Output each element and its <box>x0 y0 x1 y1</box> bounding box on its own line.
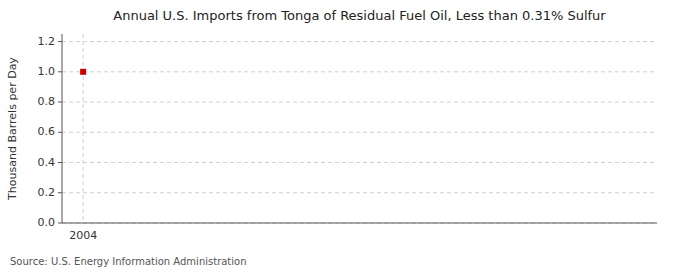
y-grid-line <box>62 223 657 224</box>
y-grid-line <box>62 162 657 163</box>
y-tick <box>58 41 62 42</box>
y-tick-label: 0.0 <box>38 216 56 229</box>
axes: 0.0 0.2 0.4 0.6 0.8 1.0 1.2 2004 <box>38 34 658 242</box>
y-grid-line <box>62 192 657 193</box>
chart-container: 0.0 0.2 0.4 0.6 0.8 1.0 1.2 2004 Annual U.S. Imp… <box>0 0 675 275</box>
data-points <box>80 69 86 75</box>
y-tick <box>58 102 62 103</box>
y-axis-line <box>62 34 63 223</box>
y-tick-label: 1.0 <box>38 65 56 78</box>
data-point <box>80 69 86 75</box>
y-tick <box>58 223 62 224</box>
y-tick <box>58 71 62 72</box>
grid <box>62 34 657 223</box>
y-grid-line <box>62 71 657 72</box>
y-tick-label: 1.2 <box>38 35 56 48</box>
x-axis-line <box>62 223 657 224</box>
source-note: Source: U.S. Energy Information Administ… <box>10 256 247 267</box>
y-tick <box>58 192 62 193</box>
chart: 0.0 0.2 0.4 0.6 0.8 1.0 1.2 2004 Annual U.S. Imp… <box>0 0 675 275</box>
y-grid-line <box>62 132 657 133</box>
y-tick <box>58 162 62 163</box>
y-tick-label: 0.8 <box>38 95 56 108</box>
x-tick-label: 2004 <box>69 229 97 242</box>
title: Annual U.S. Imports from Tonga of Residu… <box>113 8 606 23</box>
y-tick <box>58 132 62 133</box>
y-axis-label: Thousand Barrels per Day <box>6 57 19 201</box>
y-tick-label: 0.2 <box>38 186 56 199</box>
y-grid-line <box>62 102 657 103</box>
y-tick-label: 0.6 <box>38 125 56 138</box>
y-grid-line <box>62 41 657 42</box>
x-grid-line <box>83 34 84 223</box>
page: {"chart_data": {"type": "scatter", "titl… <box>0 0 675 275</box>
y-tick-label: 0.4 <box>38 156 56 169</box>
